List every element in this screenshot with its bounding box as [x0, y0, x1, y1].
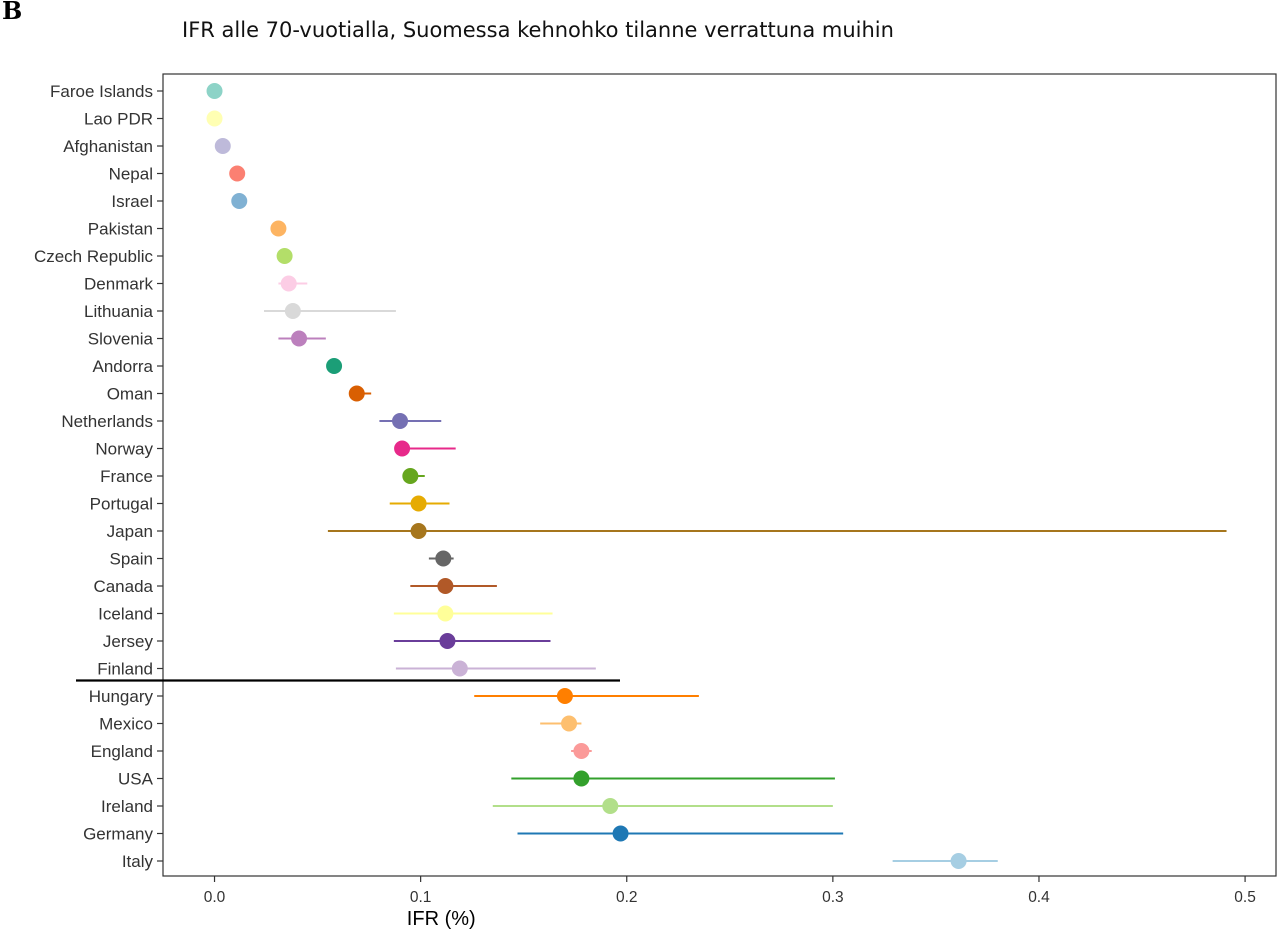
data-point [435, 550, 452, 567]
y-tick-label: Czech Republic [34, 247, 154, 266]
y-tick-label: Israel [111, 192, 153, 211]
data-point [561, 715, 578, 732]
y-tick-label: Denmark [84, 275, 153, 294]
y-tick-label: Slovenia [88, 330, 154, 349]
y-tick-label: Italy [122, 852, 154, 871]
data-point [573, 770, 590, 787]
y-tick-label: Ireland [101, 797, 153, 816]
y-tick-label: Afghanistan [63, 137, 153, 156]
panel-letter: B [2, 0, 23, 25]
y-tick-label: Norway [95, 440, 153, 459]
y-tick-label: Jersey [103, 632, 154, 651]
y-tick-label: Faroe Islands [50, 82, 153, 101]
y-tick-label: Portugal [90, 495, 153, 514]
x-tick-label: 0.5 [1234, 889, 1256, 906]
x-axis-title: IFR (%) [407, 908, 476, 930]
y-axis: Faroe Islands Lao PDR Afghanistan Nepal Isra… [34, 82, 163, 871]
data-point [284, 303, 301, 319]
data-point [280, 275, 297, 292]
chart-title: IFR alle 70-vuotialla, Suomessa kehnohko… [182, 18, 894, 42]
data-point [231, 193, 248, 209]
data-point [291, 330, 308, 347]
data-point [410, 495, 427, 512]
y-tick-label: Hungary [89, 687, 154, 706]
y-tick-label: Finland [97, 660, 153, 679]
y-tick-label: Lao PDR [84, 110, 153, 129]
data-points [206, 83, 967, 869]
data-point [214, 138, 231, 154]
plot-panel-border [162, 73, 1277, 877]
y-tick-label: Netherlands [61, 412, 153, 431]
data-point [556, 688, 573, 704]
y-tick-label: England [91, 742, 153, 761]
x-tick-label: 0.3 [822, 889, 844, 906]
y-tick-label: Nepal [109, 165, 153, 184]
x-tick-label: 0.0 [204, 889, 226, 906]
data-point [206, 110, 223, 127]
x-tick-label: 0.2 [616, 889, 638, 906]
data-point [612, 825, 629, 842]
data-point [950, 853, 967, 869]
y-tick-label: Iceland [98, 605, 153, 624]
data-point [206, 83, 223, 99]
y-tick-label: Pakistan [88, 220, 153, 239]
y-tick-label: Oman [107, 385, 153, 404]
data-point [229, 165, 246, 182]
y-tick-label: France [100, 467, 153, 486]
y-tick-label: USA [118, 770, 154, 789]
data-point [451, 660, 468, 677]
data-point [326, 358, 343, 374]
y-tick-label: Mexico [99, 715, 153, 734]
data-point [392, 413, 409, 429]
data-point [437, 605, 454, 622]
data-point [573, 743, 590, 759]
x-tick-label: 0.4 [1028, 889, 1050, 906]
y-tick-label: Canada [93, 577, 153, 596]
y-tick-label: Spain [110, 550, 153, 569]
data-point [270, 220, 287, 237]
data-point [402, 468, 419, 484]
y-tick-label: Germany [83, 825, 153, 844]
data-point [602, 798, 619, 814]
error-bars [263, 282, 1227, 862]
data-point [276, 248, 293, 264]
x-axis: 0.0 0.1 0.2 0.3 0.4 0.5 [204, 876, 1256, 906]
data-point [437, 578, 454, 594]
data-point [348, 385, 365, 402]
data-point [410, 523, 427, 539]
x-tick-label: 0.1 [410, 889, 432, 906]
y-tick-label: Andorra [93, 357, 154, 376]
y-tick-label: Lithuania [84, 302, 154, 321]
data-point [439, 633, 456, 649]
y-tick-label: Japan [107, 522, 153, 541]
data-point [394, 440, 411, 457]
